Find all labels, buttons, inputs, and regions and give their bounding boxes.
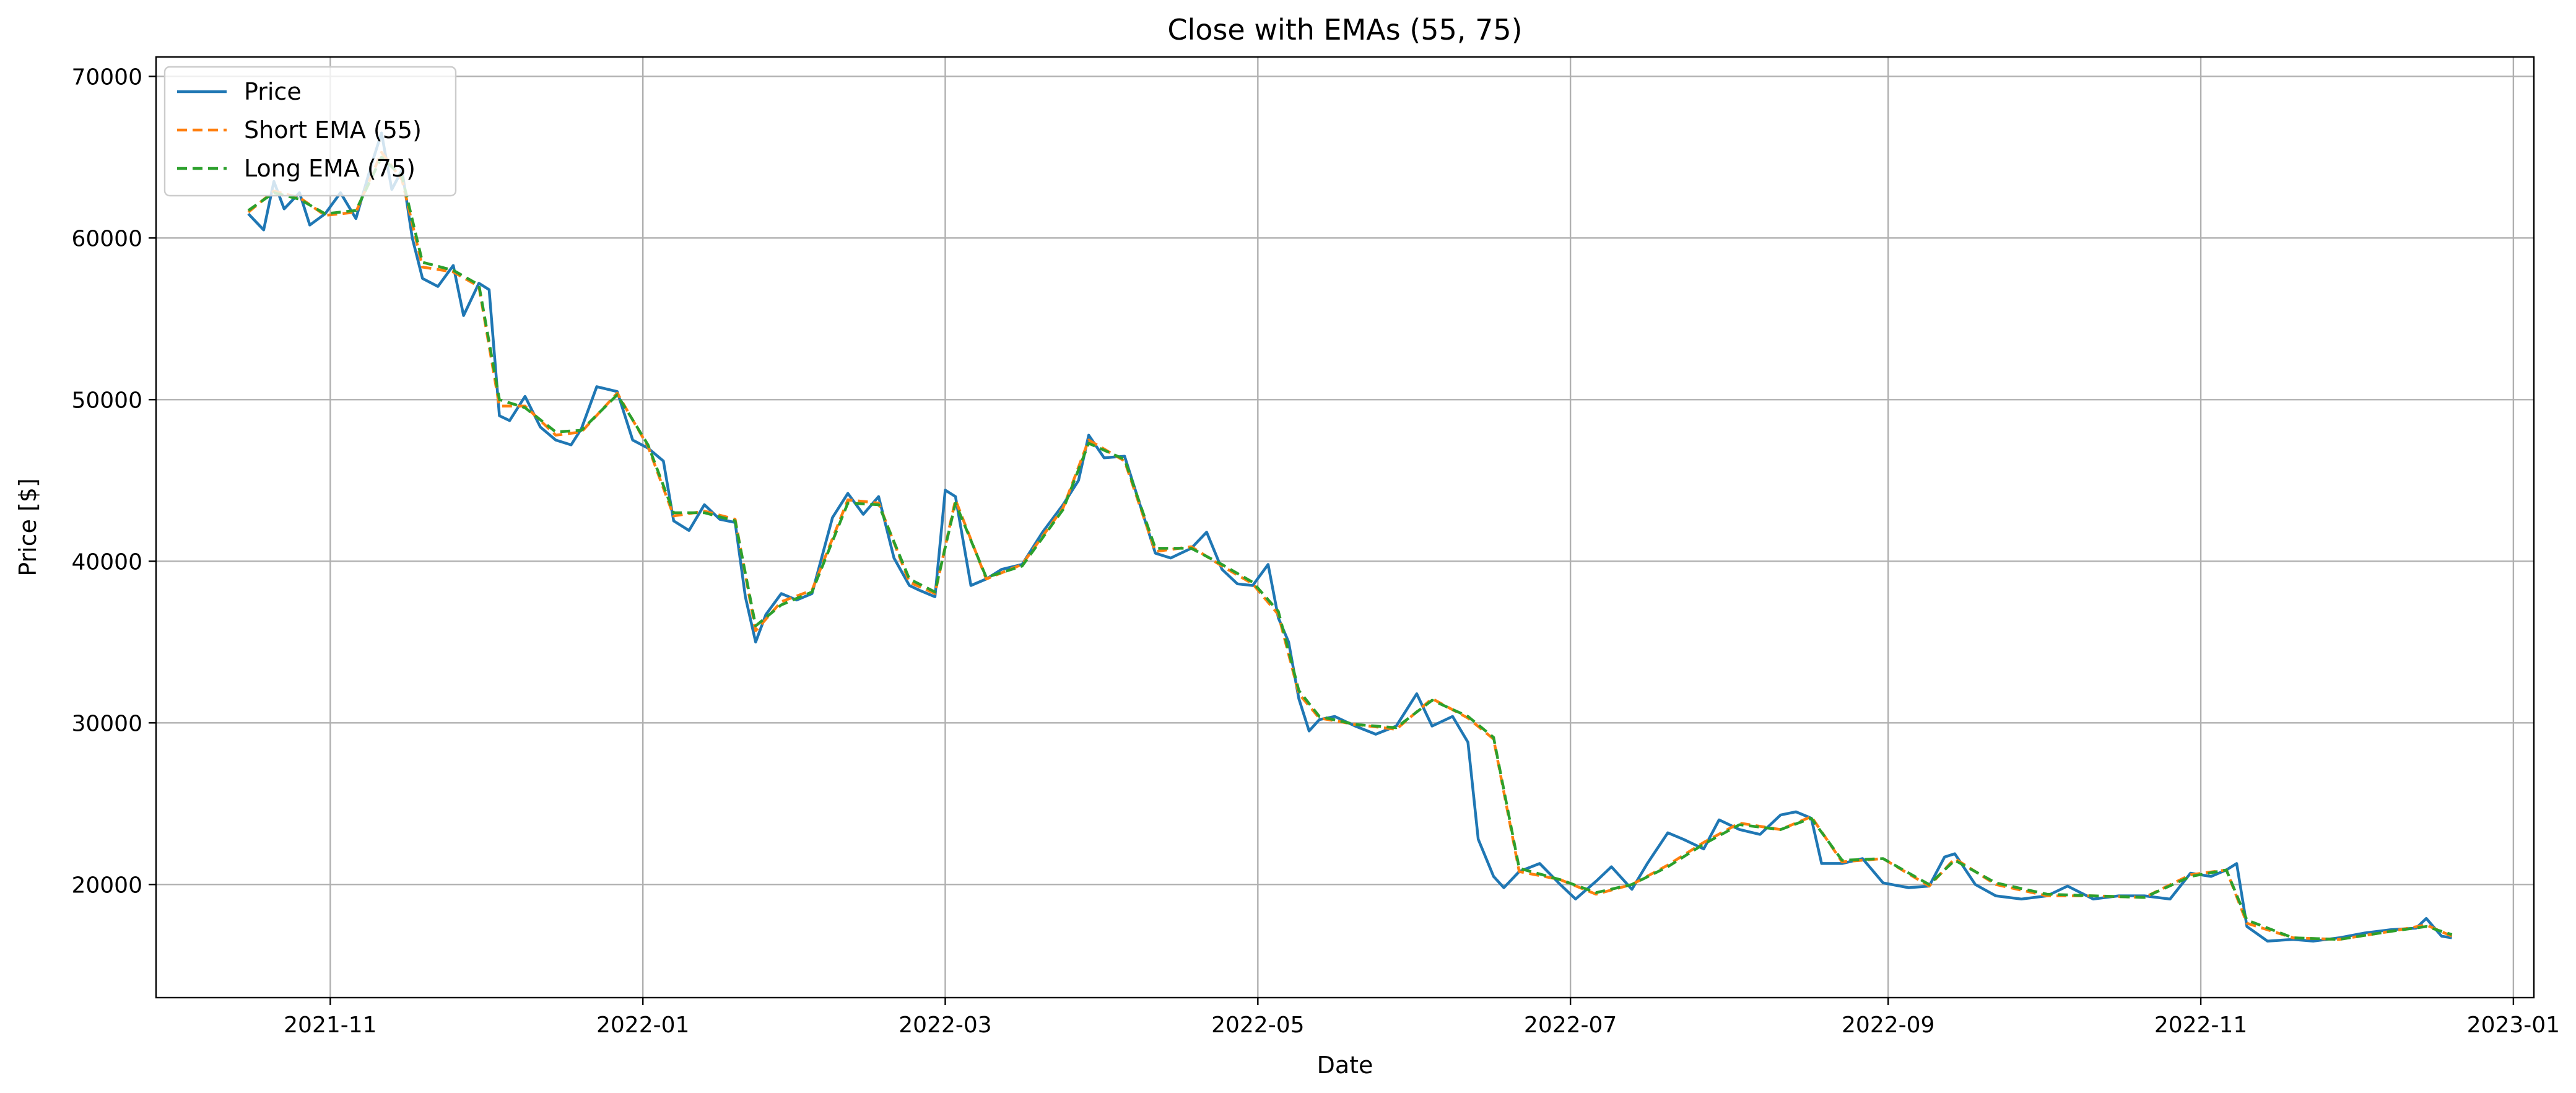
legend: Price Short EMA (55) Long EMA (75)	[163, 66, 457, 197]
legend-box	[163, 66, 457, 197]
y-tick-label: 40000	[71, 549, 142, 575]
x-tick-label: 2021-11	[284, 1012, 376, 1038]
x-tick-label: 2023-01	[2467, 1012, 2560, 1038]
x-tick-label: 2022-07	[1524, 1012, 1617, 1038]
x-tick-label: 2022-01	[596, 1012, 689, 1038]
legend-label: Price	[244, 78, 302, 105]
y-tick-label: 60000	[71, 226, 142, 251]
series-lines	[247, 131, 2453, 943]
plot-area-frame	[155, 56, 2535, 999]
y-tick-label: 30000	[71, 711, 142, 736]
legend-label: Long EMA (75)	[244, 155, 416, 182]
axis-ticks: 2021-11 2022-01 2022-03 2022-05 2022-07 2022-…	[71, 64, 2560, 1038]
y-axis-title: Price [$]	[14, 478, 41, 577]
x-tick-label: 2022-11	[2154, 1012, 2247, 1038]
legend-label: Short EMA (55)	[244, 116, 422, 144]
chart-title: Close with EMAs (55, 75)	[1167, 13, 1522, 46]
x-tick-label: 2022-03	[899, 1012, 991, 1038]
x-tick-label: 2022-05	[1211, 1012, 1304, 1038]
series-line-2	[247, 155, 2453, 941]
y-tick-label: 20000	[71, 873, 142, 898]
x-axis-title: Date	[1317, 1052, 1373, 1079]
y-tick-label: 50000	[71, 388, 142, 413]
y-tick-label: 70000	[71, 64, 142, 90]
x-tick-label: 2022-09	[1842, 1012, 1934, 1038]
